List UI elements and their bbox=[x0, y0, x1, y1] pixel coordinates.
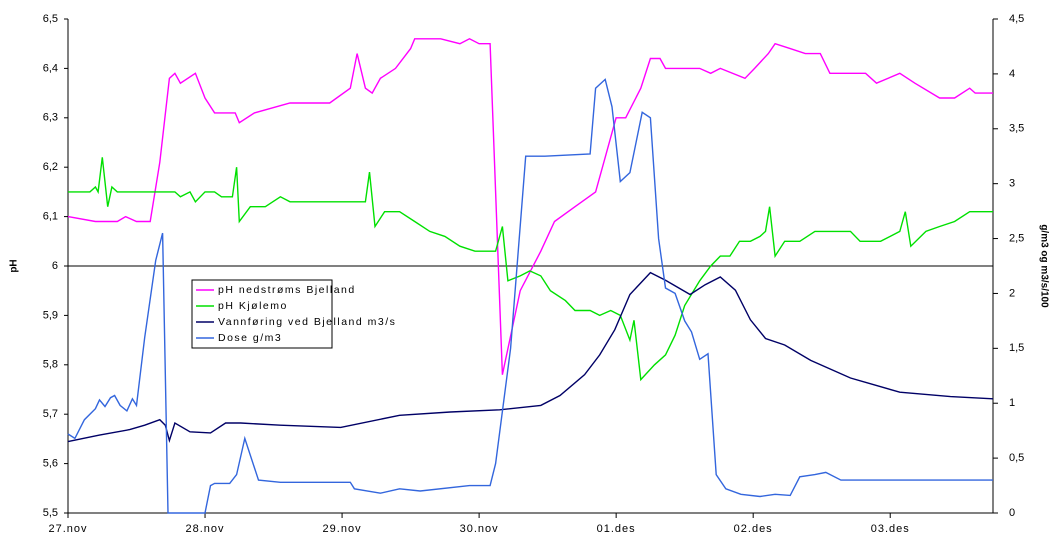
y-tick-label: 6 bbox=[52, 260, 58, 272]
y2-tick-label: 2 bbox=[1009, 287, 1015, 299]
x-tick-label: 27.nov bbox=[48, 523, 87, 535]
series-line bbox=[68, 157, 993, 382]
y-axis-label: pH bbox=[9, 259, 20, 272]
y-tick-label: 6,4 bbox=[43, 62, 58, 74]
legend-text: pH nedstrøms Bjelland bbox=[218, 284, 356, 296]
y-tick-label: 5,7 bbox=[43, 408, 58, 420]
y2-tick-label: 1 bbox=[1009, 397, 1015, 409]
series-line bbox=[67, 78, 993, 514]
y-tick-label: 5,5 bbox=[43, 507, 58, 519]
y2-tick-label: 2,5 bbox=[1009, 232, 1024, 244]
y2-tick-label: 3 bbox=[1009, 178, 1015, 190]
y-tick-label: 6,2 bbox=[43, 161, 58, 173]
legend-box bbox=[191, 279, 333, 349]
y2-tick-label: 0 bbox=[1009, 507, 1015, 519]
x-tick-label: 01.des bbox=[597, 523, 636, 535]
y2-tick-label: 4 bbox=[1009, 68, 1015, 80]
y2-tick-label: 0,5 bbox=[1009, 452, 1024, 464]
y-tick-label: 5,6 bbox=[43, 458, 58, 470]
y-tick-label: 6,3 bbox=[43, 112, 58, 124]
y-tick-label: 6,1 bbox=[43, 211, 58, 223]
y2-axis-label: g/m3 og m3/s/100 bbox=[1038, 224, 1049, 308]
y2-tick-label: 3,5 bbox=[1009, 123, 1024, 135]
x-tick-label: 28.nov bbox=[186, 523, 225, 535]
x-tick-label: 02.des bbox=[734, 523, 773, 535]
x-tick-label: 30.nov bbox=[460, 523, 499, 535]
y-tick-label: 6,5 bbox=[43, 13, 58, 25]
x-tick-label: 29.nov bbox=[323, 523, 362, 535]
y2-tick-label: 4,5 bbox=[1009, 13, 1024, 25]
legend-text: Dose g/m3 bbox=[218, 332, 282, 344]
y2-tick-label: 1,5 bbox=[1009, 342, 1024, 354]
x-tick-label: 03.des bbox=[871, 523, 910, 535]
legend-text: Vannføring ved Bjelland m3/s bbox=[218, 316, 396, 328]
legend-text: pH Kjølemo bbox=[218, 300, 288, 312]
y-tick-label: 5,8 bbox=[43, 359, 58, 371]
series-line bbox=[67, 271, 994, 444]
y-tick-label: 5,9 bbox=[43, 309, 58, 321]
